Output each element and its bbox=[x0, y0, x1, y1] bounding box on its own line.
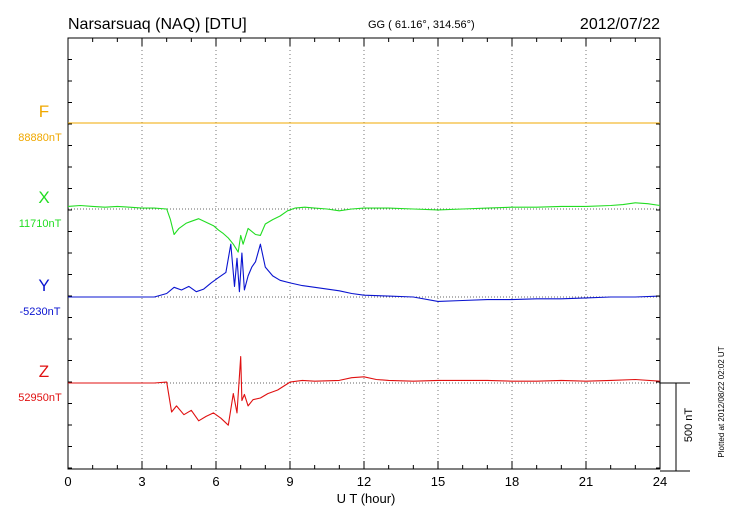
series-line-z bbox=[68, 356, 661, 426]
x-tick-label: 9 bbox=[286, 474, 293, 489]
x-axis-title: U T (hour) bbox=[337, 491, 396, 506]
series-line-y bbox=[68, 243, 661, 302]
coordinates-label: GG ( 61.16°, 314.56°) bbox=[368, 19, 475, 31]
series-name-z: Z bbox=[39, 362, 49, 381]
x-tick-label: 0 bbox=[64, 474, 71, 489]
series-baseline-label-y: -5230nT bbox=[20, 306, 61, 318]
series-line-x bbox=[67, 202, 661, 253]
x-tick-label: 3 bbox=[138, 474, 145, 489]
date-label: 2012/07/22 bbox=[580, 16, 660, 33]
scale-bar-label: 500 nT bbox=[683, 408, 695, 443]
series-name-y: Y bbox=[38, 276, 49, 295]
x-tick-label: 12 bbox=[357, 474, 371, 489]
x-tick-label: 18 bbox=[505, 474, 519, 489]
station-title: Narsarsuaq (NAQ) [DTU] bbox=[68, 16, 247, 33]
series-baseline-label-x: 11710nT bbox=[19, 218, 62, 230]
x-tick-label: 15 bbox=[431, 474, 445, 489]
x-tick-label: 21 bbox=[579, 474, 593, 489]
x-tick-label: 6 bbox=[212, 474, 219, 489]
x-tick-label: 24 bbox=[653, 474, 667, 489]
series-baseline-label-z: 52950nT bbox=[18, 392, 62, 404]
series-name-x: X bbox=[38, 188, 49, 207]
plotted-at-note: Plotted at 2012/08/22 02:02 UT bbox=[717, 346, 726, 457]
series-baseline-label-f: 88880nT bbox=[18, 132, 62, 144]
series-name-f: F bbox=[39, 102, 49, 121]
